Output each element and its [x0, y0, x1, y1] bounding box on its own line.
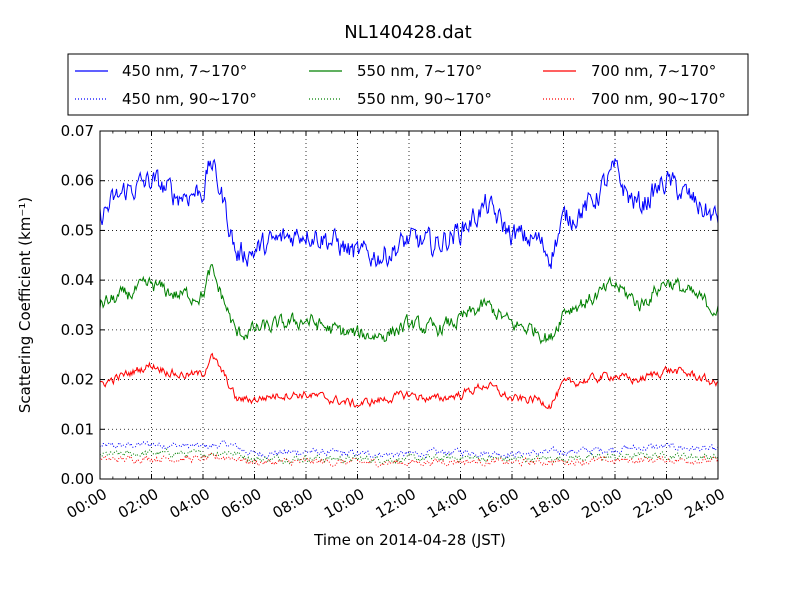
x-tick-label: 10:00: [321, 485, 367, 522]
legend-label: 550 nm, 7∼170°: [357, 62, 482, 80]
x-tick-label: 06:00: [218, 485, 264, 522]
legend-box: [67, 53, 749, 116]
legend-label: 700 nm, 7∼170°: [591, 62, 716, 80]
plot-area: 00:00 02:00 04:00 06:00 08:00 10:00 12:00 14:00…: [61, 122, 728, 522]
x-tick-label: 00:00: [64, 485, 110, 522]
x-tick-label: 02:00: [115, 485, 161, 522]
x-tick-label: 14:00: [424, 485, 470, 522]
y-tick-label: 0.04: [61, 271, 94, 289]
series-line: [99, 448, 719, 465]
legend-label: 450 nm, 90∼170°: [122, 90, 257, 108]
y-tick-label: 0.05: [61, 221, 94, 239]
y-tick-label: 0.00: [61, 470, 94, 488]
x-tick-label: 08:00: [270, 485, 316, 522]
series-line: [99, 452, 719, 468]
x-tick-label: 12:00: [373, 485, 419, 522]
plot-background: [100, 131, 718, 479]
legend-label: 550 nm, 90∼170°: [357, 90, 492, 108]
series-line: [99, 352, 719, 410]
x-tick-label: 20:00: [579, 485, 625, 522]
y-tick-label: 0.06: [61, 172, 94, 190]
series-line: [99, 158, 719, 269]
x-tick-label: 16:00: [476, 485, 522, 522]
series-line: [99, 264, 719, 345]
series-line: [99, 439, 719, 460]
x-tick-label: 22:00: [630, 485, 676, 522]
y-tick-label: 0.07: [61, 122, 94, 140]
legend-label: 700 nm, 90∼170°: [591, 90, 726, 108]
y-tick-label: 0.01: [61, 420, 94, 438]
legend-label: 450 nm, 7∼170°: [122, 62, 247, 80]
legend: 450 nm, 7∼170° 550 nm, 7∼170° 700 nm, 7∼17…: [67, 53, 749, 116]
y-tick-label: 0.03: [61, 321, 94, 339]
x-axis-label: Time on 2014-04-28 (JST): [313, 531, 506, 549]
x-tick-label: 18:00: [527, 485, 573, 522]
y-tick-label: 0.02: [61, 371, 94, 389]
x-tick-label: 24:00: [682, 485, 728, 522]
y-axis-label: Scattering Coefficient (km⁻¹): [16, 197, 34, 413]
chart-title: NL140428.dat: [344, 22, 471, 43]
x-tick-label: 04:00: [167, 485, 213, 522]
grid: [100, 131, 718, 479]
series-layer: [99, 158, 719, 468]
